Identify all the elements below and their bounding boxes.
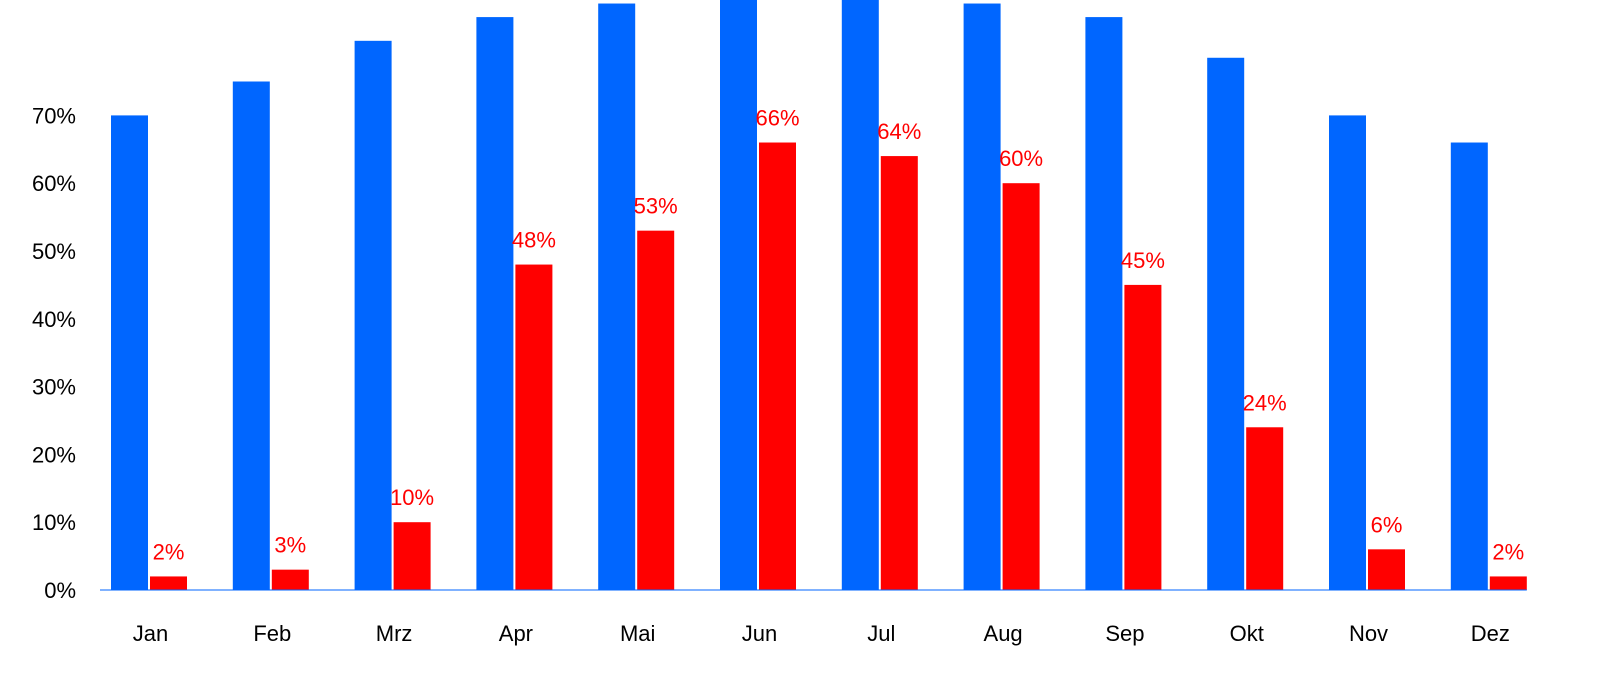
x-tick-label: Okt xyxy=(1230,621,1264,646)
data-label-apr: 48% xyxy=(512,228,556,253)
data-label-aug: 60% xyxy=(999,146,1043,171)
bar-series1-sep xyxy=(1085,17,1123,590)
data-label-sep: 45% xyxy=(1121,248,1165,273)
bar-series1-aug xyxy=(963,3,1001,590)
bar-series1-jul xyxy=(841,0,879,590)
x-tick-label: Nov xyxy=(1349,621,1388,646)
y-tick-label: 10% xyxy=(32,510,76,535)
data-label-mrz: 10% xyxy=(390,485,434,510)
bar-series2-mai xyxy=(637,230,675,590)
x-tick-label: Aug xyxy=(984,621,1023,646)
bar-series1-jun xyxy=(720,0,757,590)
data-label-jul: 64% xyxy=(877,119,921,144)
bar-series1-nov xyxy=(1329,115,1366,591)
data-label-jan: 2% xyxy=(153,539,185,564)
x-tick-label: Feb xyxy=(253,621,291,646)
y-tick-label: 60% xyxy=(32,171,76,196)
y-tick-label: 70% xyxy=(32,103,76,128)
bar-series1-okt xyxy=(1207,57,1245,590)
y-tick-label: 50% xyxy=(32,239,76,264)
y-axis: 0% 10% 20% 30% 40% 50% 60% 70% xyxy=(32,103,76,603)
y-tick-label: 20% xyxy=(32,442,76,467)
bar-series2-apr xyxy=(515,264,553,590)
data-label-dez: 2% xyxy=(1492,539,1524,564)
data-label-jun: 66% xyxy=(755,106,799,131)
bar-series1-apr xyxy=(476,17,514,590)
bar-series2-okt xyxy=(1246,427,1284,590)
bar-series2-mrz xyxy=(393,522,431,590)
data-label-mai: 53% xyxy=(634,194,678,219)
x-tick-label: Jun xyxy=(742,621,777,646)
bar-series1-feb xyxy=(232,81,270,590)
data-label-feb: 3% xyxy=(274,533,306,558)
y-tick-label: 30% xyxy=(32,375,76,400)
bar-series2-jun xyxy=(759,142,796,590)
bar-series2-nov xyxy=(1368,549,1405,590)
data-label-okt: 24% xyxy=(1243,390,1287,415)
data-label-nov: 6% xyxy=(1371,512,1403,537)
x-tick-label: Sep xyxy=(1105,621,1144,646)
bar-series2-sep xyxy=(1124,284,1162,590)
bar-series1-dez xyxy=(1450,142,1488,590)
bar-series2-jul xyxy=(880,156,918,590)
bar-series1-mai xyxy=(598,3,636,590)
data-labels: 2% 3% 10% 48% 53% 66% 64% 60% 45% 24% 6% 2% xyxy=(153,106,1525,565)
bar-series2-dez xyxy=(1489,576,1527,590)
x-tick-label: Mrz xyxy=(376,621,413,646)
x-tick-label: Apr xyxy=(499,621,533,646)
bar-series2-feb xyxy=(271,569,309,590)
bar-series1-mrz xyxy=(354,40,392,590)
bar-series2-aug xyxy=(1002,183,1040,590)
bar-series1-jan xyxy=(111,115,148,591)
bar-series2-jan xyxy=(150,576,187,590)
x-axis: Jan Feb Mrz Apr Mai Jun Jul Aug Sep Okt Nov Dez xyxy=(100,589,1527,646)
y-tick-label: 40% xyxy=(32,307,76,332)
y-tick-label: 0% xyxy=(44,578,76,603)
x-tick-label: Jul xyxy=(867,621,895,646)
x-tick-label: Jan xyxy=(133,621,168,646)
x-tick-label: Mai xyxy=(620,621,655,646)
x-tick-label: Dez xyxy=(1471,621,1510,646)
bars xyxy=(111,0,1527,591)
